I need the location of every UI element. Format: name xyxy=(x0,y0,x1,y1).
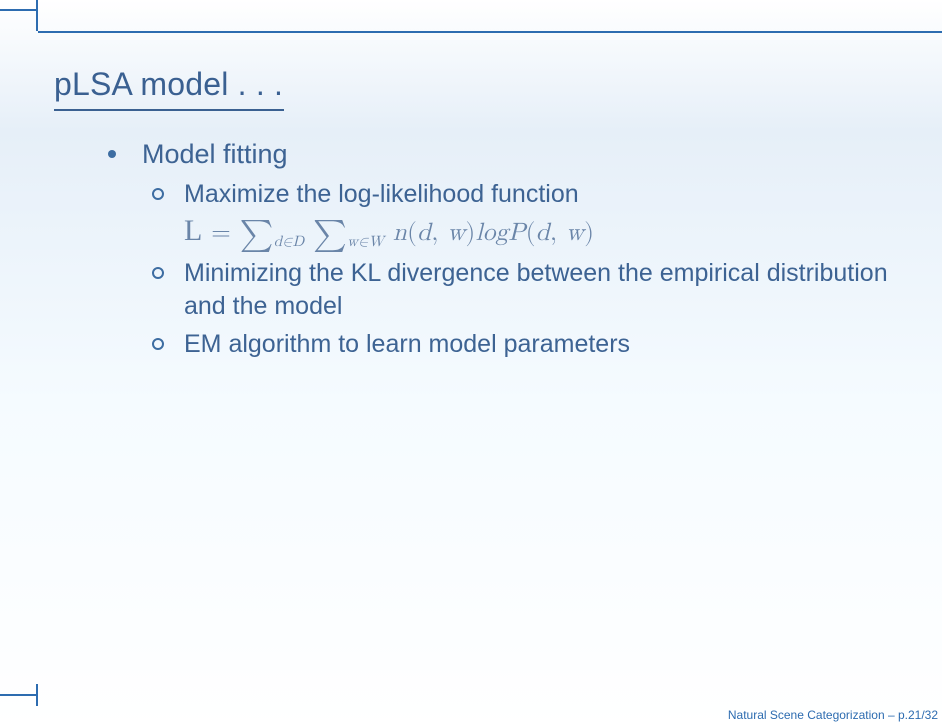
disc-bullet-icon xyxy=(108,150,116,158)
bullet-level2: EM algorithm to learn model parameters xyxy=(108,328,902,361)
bullet-l2-text-1: Maximize the log-likelihood function xyxy=(184,178,902,211)
bullet-level2: Maximize the log-likelihood function xyxy=(108,178,902,211)
circle-bullet-icon xyxy=(152,338,164,350)
title-block: pLSA model . . . xyxy=(54,66,284,111)
circle-bullet-icon xyxy=(152,188,164,200)
slide-footer: Natural Scene Categorization – p.21/32 xyxy=(728,708,938,722)
top-rule xyxy=(38,31,942,33)
corner-mark-tl-v-bottom xyxy=(36,11,38,31)
slide: pLSA model . . . Model fitting Maximize … xyxy=(0,0,942,728)
slide-content: Model fitting Maximize the log-likelihoo… xyxy=(108,138,902,361)
corner-mark-tl-v-top xyxy=(36,0,38,11)
bullet-l2-text-3: EM algorithm to learn model parameters xyxy=(184,328,902,361)
bullet-l2-text-2: Minimizing the KL divergence between the… xyxy=(184,257,902,322)
log-likelihood-formula: L = ∑d∈D ∑w∈W n(d, w)logP(d, w) xyxy=(108,212,902,251)
corner-mark-tl-h xyxy=(0,9,38,11)
bullet-level2: Minimizing the KL divergence between the… xyxy=(108,257,902,322)
corner-mark-bl-h xyxy=(0,694,38,696)
slide-title: pLSA model . . . xyxy=(54,66,284,103)
title-underline xyxy=(54,109,284,111)
corner-mark-bl-v xyxy=(36,684,38,706)
bullet-l1-text: Model fitting xyxy=(142,138,902,172)
bullet-level1: Model fitting xyxy=(108,138,902,172)
circle-bullet-icon xyxy=(152,267,164,279)
